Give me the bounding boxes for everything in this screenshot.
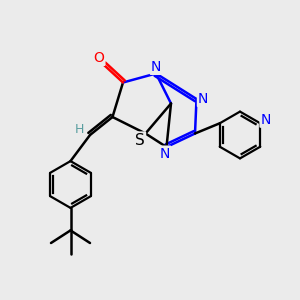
- Text: N: N: [151, 60, 161, 74]
- Text: H: H: [75, 123, 84, 136]
- Text: N: N: [160, 147, 170, 160]
- Text: N: N: [198, 92, 208, 106]
- Text: N: N: [260, 113, 271, 127]
- Text: S: S: [135, 133, 145, 148]
- Text: O: O: [94, 51, 104, 65]
